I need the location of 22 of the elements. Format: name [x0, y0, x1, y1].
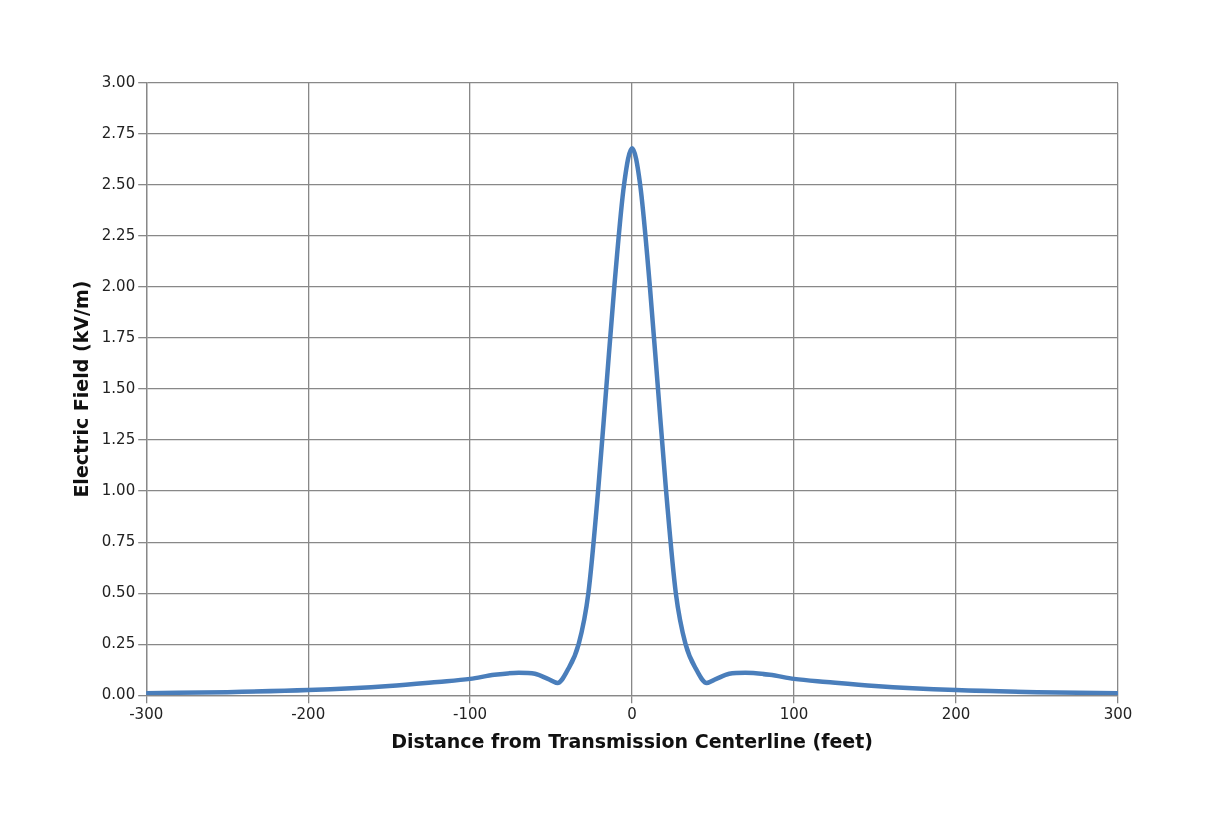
x-axis-title: Distance from Transmission Centerline (feet) — [391, 729, 873, 752]
y-tick-label: 2.75 — [101, 123, 136, 142]
y-tick-label: 1.75 — [101, 327, 136, 346]
x-tick-label: 200 — [941, 705, 971, 724]
y-tick-label: 0.00 — [101, 685, 136, 704]
x-tick-label: 300 — [1103, 705, 1133, 724]
y-tick-label: 2.25 — [101, 225, 136, 244]
y-tick-label: 2.50 — [101, 174, 136, 193]
y-tick-label: 1.50 — [101, 378, 136, 397]
y-tick-label: 2.00 — [101, 276, 136, 295]
x-tick-label: -100 — [453, 705, 488, 724]
y-axis-title: Electric Field (kV/m) — [70, 280, 93, 498]
x-tick-label: -300 — [129, 705, 164, 724]
y-tick-label: 0.25 — [101, 634, 136, 653]
y-tick-label: 0.50 — [101, 583, 136, 602]
y-tick-label: 0.75 — [101, 532, 136, 551]
y-tick-label: 1.00 — [101, 481, 136, 500]
x-tick-label: 0 — [627, 705, 637, 724]
y-tick-label: 1.25 — [101, 430, 136, 449]
x-tick-label: 100 — [779, 705, 809, 724]
y-tick-label: 3.00 — [101, 72, 136, 91]
x-tick-label: -200 — [291, 705, 326, 724]
